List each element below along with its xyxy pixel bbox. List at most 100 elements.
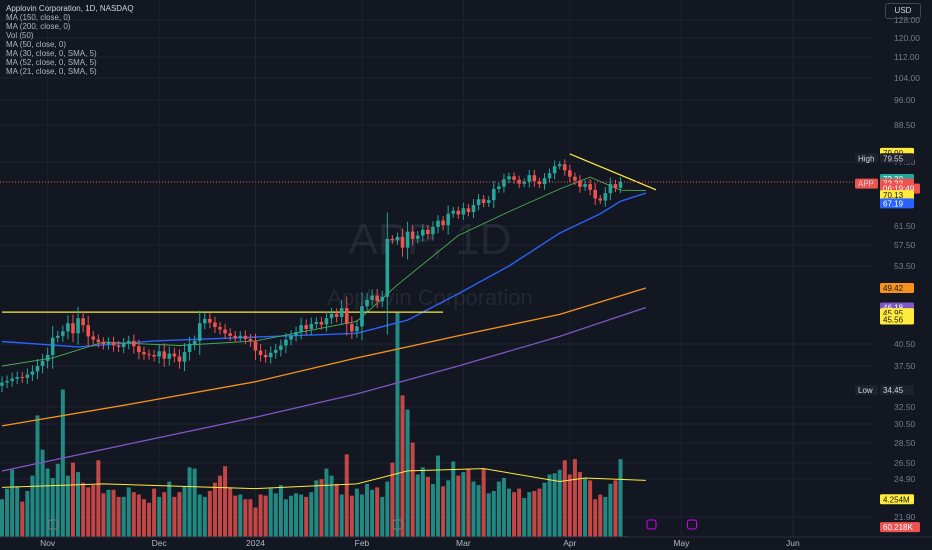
- volume-bar: [496, 481, 501, 537]
- candle-body: [461, 208, 466, 215]
- candle-body: [121, 343, 126, 347]
- candle-body: [91, 336, 96, 340]
- volume-bar: [339, 494, 344, 537]
- candle-body: [66, 323, 70, 332]
- candle-body: [258, 350, 263, 355]
- candle-body: [360, 306, 364, 327]
- volume-bar: [116, 496, 121, 537]
- currency-button[interactable]: USD: [885, 3, 921, 19]
- volume-bar: [583, 478, 588, 537]
- volume-bar: [187, 467, 192, 537]
- candle-body: [10, 378, 14, 381]
- candle-body: [157, 351, 161, 357]
- volume-bar: [451, 461, 456, 537]
- volume-bar: [512, 492, 517, 537]
- legend-line[interactable]: Vol (50): [6, 31, 34, 40]
- candle-body: [101, 342, 106, 344]
- candle-body: [486, 200, 491, 203]
- price-tick-label: 40.50: [894, 339, 916, 349]
- time-tick-label: Dec: [152, 538, 168, 548]
- candle-body: [263, 355, 268, 358]
- candle-body: [552, 166, 557, 174]
- candle-body: [380, 296, 385, 302]
- price-tick-label: 53.50: [894, 261, 916, 271]
- price-badge-label: 60.218K: [883, 523, 913, 532]
- candle-body: [436, 220, 440, 227]
- price-badge-label: 49.42: [883, 284, 904, 293]
- volume-bar: [152, 488, 157, 537]
- legend-line[interactable]: MA (52, close, 0, SMA, 5): [6, 58, 97, 67]
- price-tick-label: 96.00: [894, 95, 916, 105]
- volume-bar: [65, 475, 70, 537]
- volume-bar: [50, 478, 55, 537]
- volume-bar: [324, 468, 329, 537]
- candle-body: [294, 332, 298, 336]
- volume-bar: [380, 496, 385, 537]
- candle-body: [223, 329, 227, 334]
- volume-bar: [299, 494, 304, 537]
- price-badge: [880, 314, 914, 325]
- volume-bar: [501, 478, 506, 537]
- candle-body: [20, 377, 25, 379]
- volume-bar: [202, 496, 207, 537]
- price-badge-label: 06:19:49: [883, 185, 915, 194]
- volume-bar: [248, 499, 253, 537]
- candle-body: [334, 313, 339, 317]
- candle-body: [177, 356, 182, 362]
- volume-bar: [212, 482, 217, 537]
- legend-line[interactable]: MA (21, close, 0, SMA, 5): [6, 67, 97, 76]
- candle-body: [562, 164, 567, 171]
- candle-body: [309, 323, 314, 329]
- price-badge-tag: [855, 178, 878, 189]
- price-tick-label: 112.00: [894, 52, 920, 62]
- volume-bar: [598, 494, 603, 537]
- candle-body: [456, 210, 461, 215]
- legend-line[interactable]: MA (150, close, 0): [6, 13, 71, 22]
- candle-body: [61, 331, 65, 336]
- legend-line[interactable]: MA (50, close, 0): [6, 40, 67, 49]
- volume-bar: [197, 494, 202, 537]
- volume-bar: [101, 493, 106, 537]
- candle-body: [81, 318, 85, 326]
- volume-bar: [253, 507, 258, 537]
- candle-body: [228, 333, 232, 336]
- legend-line[interactable]: MA (200, close, 0): [6, 22, 71, 31]
- candle-body: [203, 318, 207, 324]
- price-badge: [880, 494, 914, 505]
- candle-body: [350, 323, 354, 332]
- candle-body: [314, 321, 319, 324]
- volume-bar: [522, 498, 527, 537]
- candle-body: [284, 339, 288, 346]
- price-badge-label: 45.56: [883, 315, 904, 324]
- volume-bar: [430, 483, 435, 537]
- price-tick-label: 61.50: [894, 221, 916, 231]
- ma-200-line: [1, 306, 647, 472]
- volume-bar: [167, 481, 172, 537]
- candle-body: [613, 184, 618, 188]
- candle-body: [578, 180, 582, 187]
- candle-body: [96, 339, 101, 343]
- volume-bar: [268, 488, 273, 537]
- price-tick-label: 128.00: [894, 15, 920, 25]
- volume-bar: [76, 472, 81, 537]
- candle-body: [167, 353, 172, 359]
- legend-line[interactable]: MA (30, close, 0, SMA, 5): [6, 49, 97, 58]
- price-badge: [880, 385, 914, 395]
- volume-bar: [613, 480, 618, 537]
- candle-body: [50, 337, 55, 355]
- candle-body: [344, 308, 349, 324]
- candle-body: [471, 205, 476, 213]
- volume-bar: [309, 492, 314, 537]
- volume-bar: [60, 389, 65, 537]
- price-badge: [880, 153, 914, 164]
- candle-body: [527, 175, 532, 182]
- price-badge-label: 67.19: [883, 199, 904, 208]
- volume-bar: [288, 495, 293, 537]
- candle-body: [304, 325, 308, 329]
- volume-bar: [481, 468, 486, 537]
- volume-bar: [370, 489, 375, 537]
- volume-bar: [517, 488, 522, 537]
- candle-body: [426, 229, 430, 235]
- volume-bar: [147, 502, 152, 537]
